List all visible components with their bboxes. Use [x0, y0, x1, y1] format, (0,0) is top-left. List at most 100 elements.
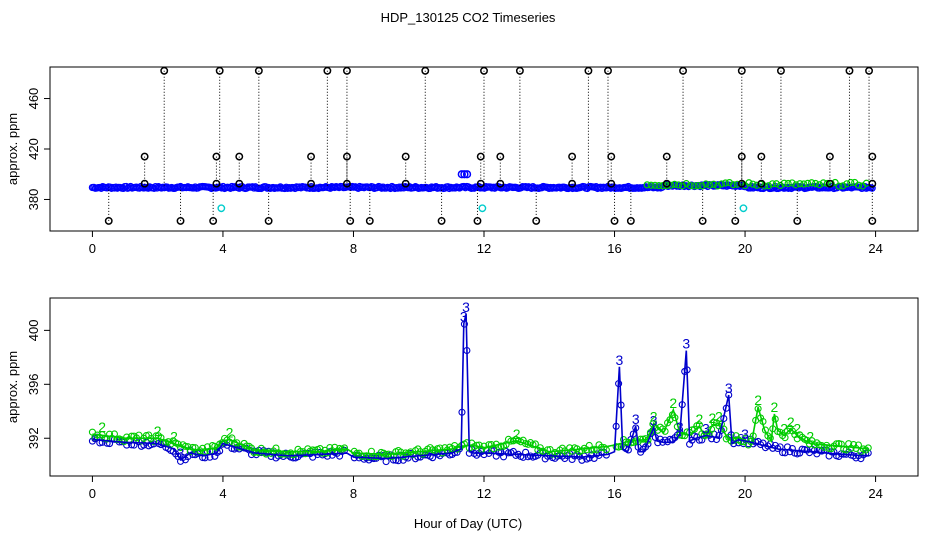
flagged-point — [264, 216, 273, 225]
flagged-point — [662, 179, 671, 188]
series-2-point — [340, 444, 349, 452]
cyan-point — [739, 204, 748, 213]
y-axis-label: approx. ppm — [5, 351, 20, 423]
data-point-green — [800, 180, 808, 188]
flagged-point — [610, 216, 619, 225]
x-axis-label: Hour of Day (UTC) — [414, 516, 522, 531]
series-2-marker-label: 2 — [754, 392, 762, 408]
data-point-green — [702, 180, 710, 188]
series-3-marker-label: 3 — [632, 411, 640, 427]
flagged-point — [437, 216, 446, 225]
flagged-point — [212, 152, 221, 161]
flagged-point — [568, 152, 577, 161]
series-3-marker-label: 3 — [682, 336, 690, 352]
series-2-point — [189, 443, 197, 451]
flagged-point — [307, 152, 316, 161]
flagged-point — [757, 152, 766, 161]
series-3-marker-label: 3 — [676, 419, 684, 435]
data-point-green — [753, 181, 761, 189]
series-3-marker-label: 3 — [616, 352, 624, 368]
series-3-marker-label: 3 — [460, 309, 468, 325]
series-2-point — [128, 432, 136, 440]
chart-title: HDP_130125 CO2 Timeseries — [381, 10, 556, 25]
data-point-green — [839, 182, 847, 190]
data-point-green — [788, 179, 796, 187]
flagged-point — [584, 66, 593, 75]
series-2-marker-label: 2 — [771, 399, 779, 415]
data-point-green — [835, 182, 843, 190]
x-tick-label: 16 — [607, 486, 621, 501]
flagged-point — [104, 216, 113, 225]
series-2-point — [761, 426, 769, 434]
series-2-marker-label: 2 — [787, 414, 795, 430]
data-point-green — [667, 181, 675, 189]
series-3-marker-label: 3 — [741, 426, 749, 442]
flagged-point — [776, 66, 785, 75]
series-2-marker-label: 2 — [780, 421, 788, 437]
y-tick-label: 460 — [26, 88, 41, 110]
series-2-point — [695, 421, 703, 429]
flagged-point — [679, 66, 688, 75]
flagged-point — [607, 152, 616, 161]
series-3-marker-label: 3 — [650, 412, 658, 428]
series-2-marker-label: 2 — [226, 425, 234, 441]
series-2-point — [832, 440, 840, 448]
x-tick-label: 8 — [350, 241, 357, 256]
y-tick-label: 396 — [26, 373, 41, 395]
series-3-line — [92, 314, 870, 461]
x-tick-label: 24 — [868, 486, 882, 501]
data-point-green — [682, 180, 690, 188]
data-point-green — [686, 181, 694, 190]
data-point-green — [706, 181, 714, 189]
flagged-point — [476, 152, 485, 161]
flagged-point — [476, 179, 485, 188]
flagged-point — [731, 216, 740, 225]
flagged-point — [365, 216, 374, 225]
x-tick-label: 20 — [738, 241, 752, 256]
x-tick-label: 12 — [477, 241, 491, 256]
top-panel: 0 4 8 12 16 20 24 380 420 460 approx. ppm — [5, 66, 919, 256]
data-point-green — [831, 178, 839, 187]
flagged-point — [737, 179, 746, 188]
series-2-point — [754, 405, 762, 413]
y-tick-label: 392 — [26, 427, 41, 449]
flagged-point — [496, 152, 505, 161]
flagged-point — [568, 179, 577, 188]
series-3-point — [504, 449, 513, 457]
cyan-point — [478, 204, 487, 213]
flagged-point — [401, 179, 410, 188]
flagged-point — [346, 216, 355, 225]
flagged-point — [323, 66, 332, 75]
flagged-point — [473, 216, 482, 225]
x-tick-label: 4 — [219, 241, 226, 256]
x-tick-label: 0 — [89, 241, 96, 256]
data-point-green — [780, 179, 788, 187]
data-point-green — [804, 179, 812, 187]
data-point-green — [698, 182, 706, 190]
x-tick-label: 24 — [868, 241, 882, 256]
data-point-green — [811, 179, 820, 188]
flagged-point — [212, 179, 221, 188]
cyan-point — [217, 204, 226, 213]
data-point-green — [815, 181, 824, 189]
flagged-point — [342, 66, 351, 75]
flagged-point — [421, 66, 430, 75]
data-point-green — [655, 181, 663, 190]
series-2-marker-label: 2 — [669, 395, 677, 411]
series-3-point — [199, 453, 207, 462]
data-point-green — [792, 181, 800, 189]
x-tick-label: 4 — [219, 486, 226, 501]
flagged-point — [865, 66, 874, 75]
data-point-green — [729, 181, 737, 189]
flagged-point — [401, 152, 410, 161]
data-point-green — [847, 178, 855, 187]
data-point-green — [678, 182, 687, 190]
flagged-point — [845, 66, 854, 75]
data-point-green — [776, 181, 784, 190]
flagged-point — [496, 179, 505, 188]
flagged-point — [868, 216, 877, 225]
data-point-green — [725, 179, 733, 187]
flagged-point — [515, 66, 524, 75]
